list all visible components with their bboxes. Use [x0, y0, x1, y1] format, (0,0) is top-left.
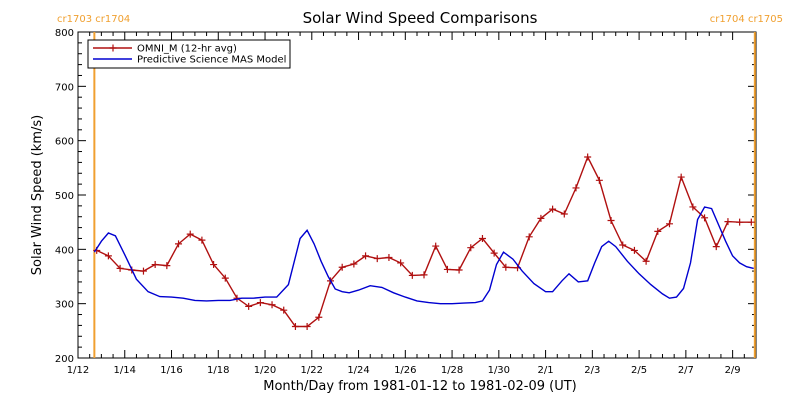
data-point-marker	[116, 264, 124, 272]
data-point-marker	[712, 243, 720, 251]
data-point-marker	[210, 261, 218, 269]
data-point-marker	[630, 246, 638, 254]
y-axis-label: Solar Wind Speed (km/s)	[30, 115, 45, 275]
x-tick-label: 1/22	[301, 365, 323, 376]
data-point-marker	[350, 260, 358, 268]
carrington-marker-label: cr1704 cr1705	[710, 14, 783, 25]
data-point-marker	[478, 234, 486, 242]
data-point-marker	[736, 218, 744, 226]
data-point-marker	[268, 301, 276, 309]
carrington-marker-label: cr1703 cr1704	[57, 14, 130, 25]
x-tick-label: 2/1	[538, 365, 554, 376]
data-point-marker	[747, 218, 755, 226]
data-point-marker	[619, 241, 627, 249]
data-point-marker	[256, 299, 264, 307]
carrington-labels: cr1703 cr1704 cr1704 cr1705	[57, 14, 783, 25]
data-point-marker	[151, 261, 159, 269]
x-tick-label: 1/28	[441, 365, 463, 376]
data-point-marker	[443, 265, 451, 273]
data-point-marker	[572, 184, 580, 192]
data-point-marker	[455, 266, 463, 274]
y-tick-label: 700	[55, 82, 74, 93]
data-point-marker	[420, 271, 428, 279]
data-point-marker	[139, 267, 147, 275]
data-point-marker	[689, 203, 697, 211]
data-point-marker	[549, 205, 557, 213]
y-tick-label: 400	[55, 245, 74, 256]
data-point-marker	[245, 302, 253, 310]
plot-area: 200 300 400 500 600 700 800 1/12 1/14 1/16 1/18 1/2…	[55, 28, 757, 376]
legend: OMNI_M (12-hr avg)Predictive Science MAS…	[87, 39, 291, 69]
data-point-marker	[397, 259, 405, 267]
data-point-marker	[665, 220, 673, 228]
data-point-marker	[502, 263, 510, 271]
plot-frame	[77, 31, 757, 359]
x-axis-label: Month/Day from 1981-01-12 to 1981-02-09 …	[263, 379, 576, 394]
data-point-marker	[315, 313, 323, 321]
x-tick-label: 1/12	[67, 365, 89, 376]
y-tick-label: 500	[55, 191, 74, 202]
data-point-marker	[163, 262, 171, 270]
data-point-marker	[537, 214, 545, 222]
data-point-marker	[560, 210, 568, 218]
legend-label-2: Predictive Science MAS Model	[137, 55, 286, 66]
data-point-marker	[525, 233, 533, 241]
x-tick-label: 2/3	[584, 365, 600, 376]
data-point-marker	[432, 242, 440, 250]
data-point-marker	[607, 217, 615, 225]
data-point-marker	[186, 230, 194, 238]
data-point-marker	[104, 252, 112, 260]
data-point-marker	[677, 173, 685, 181]
data-point-marker	[362, 252, 370, 260]
data-point-marker	[175, 240, 183, 248]
data-point-marker	[595, 176, 603, 184]
chart-title: Solar Wind Speed Comparisons	[303, 9, 538, 27]
x-tick-label: 2/5	[631, 365, 647, 376]
y-tick-label: 600	[55, 137, 74, 148]
legend-marker	[109, 44, 117, 52]
x-tick-label: 2/9	[725, 365, 741, 376]
y-tick-label: 800	[55, 28, 74, 39]
data-point-marker	[338, 263, 346, 271]
x-tick-label: 1/20	[254, 365, 276, 376]
data-point-marker	[724, 218, 732, 226]
data-point-marker	[642, 257, 650, 265]
data-point-marker	[490, 249, 498, 257]
x-tick-label: 1/18	[207, 365, 229, 376]
data-point-marker	[373, 255, 381, 263]
data-point-marker	[408, 271, 416, 279]
series-line-2	[93, 206, 754, 305]
x-tick-label: 1/30	[488, 365, 510, 376]
x-tick-label: 1/14	[114, 365, 136, 376]
x-tick-label: 1/26	[394, 365, 416, 376]
data-point-marker	[280, 306, 288, 314]
data-point-marker	[654, 227, 662, 235]
data-point-marker	[467, 244, 475, 252]
data-point-marker	[584, 153, 592, 161]
y-tick-label: 200	[55, 354, 74, 365]
x-tick-label: 2/7	[678, 365, 694, 376]
data-point-marker	[385, 253, 393, 261]
legend-label-1: OMNI_M (12-hr avg)	[137, 44, 237, 55]
data-point-marker	[303, 322, 311, 330]
data-point-marker	[291, 322, 299, 330]
data-point-marker	[701, 214, 709, 222]
data-point-marker	[198, 236, 206, 244]
y-tick-label: 300	[55, 300, 74, 311]
legend-box	[87, 39, 291, 69]
x-tick-label: 1/16	[160, 365, 182, 376]
data-point-marker	[221, 274, 229, 282]
x-tick-label: 1/24	[347, 365, 369, 376]
